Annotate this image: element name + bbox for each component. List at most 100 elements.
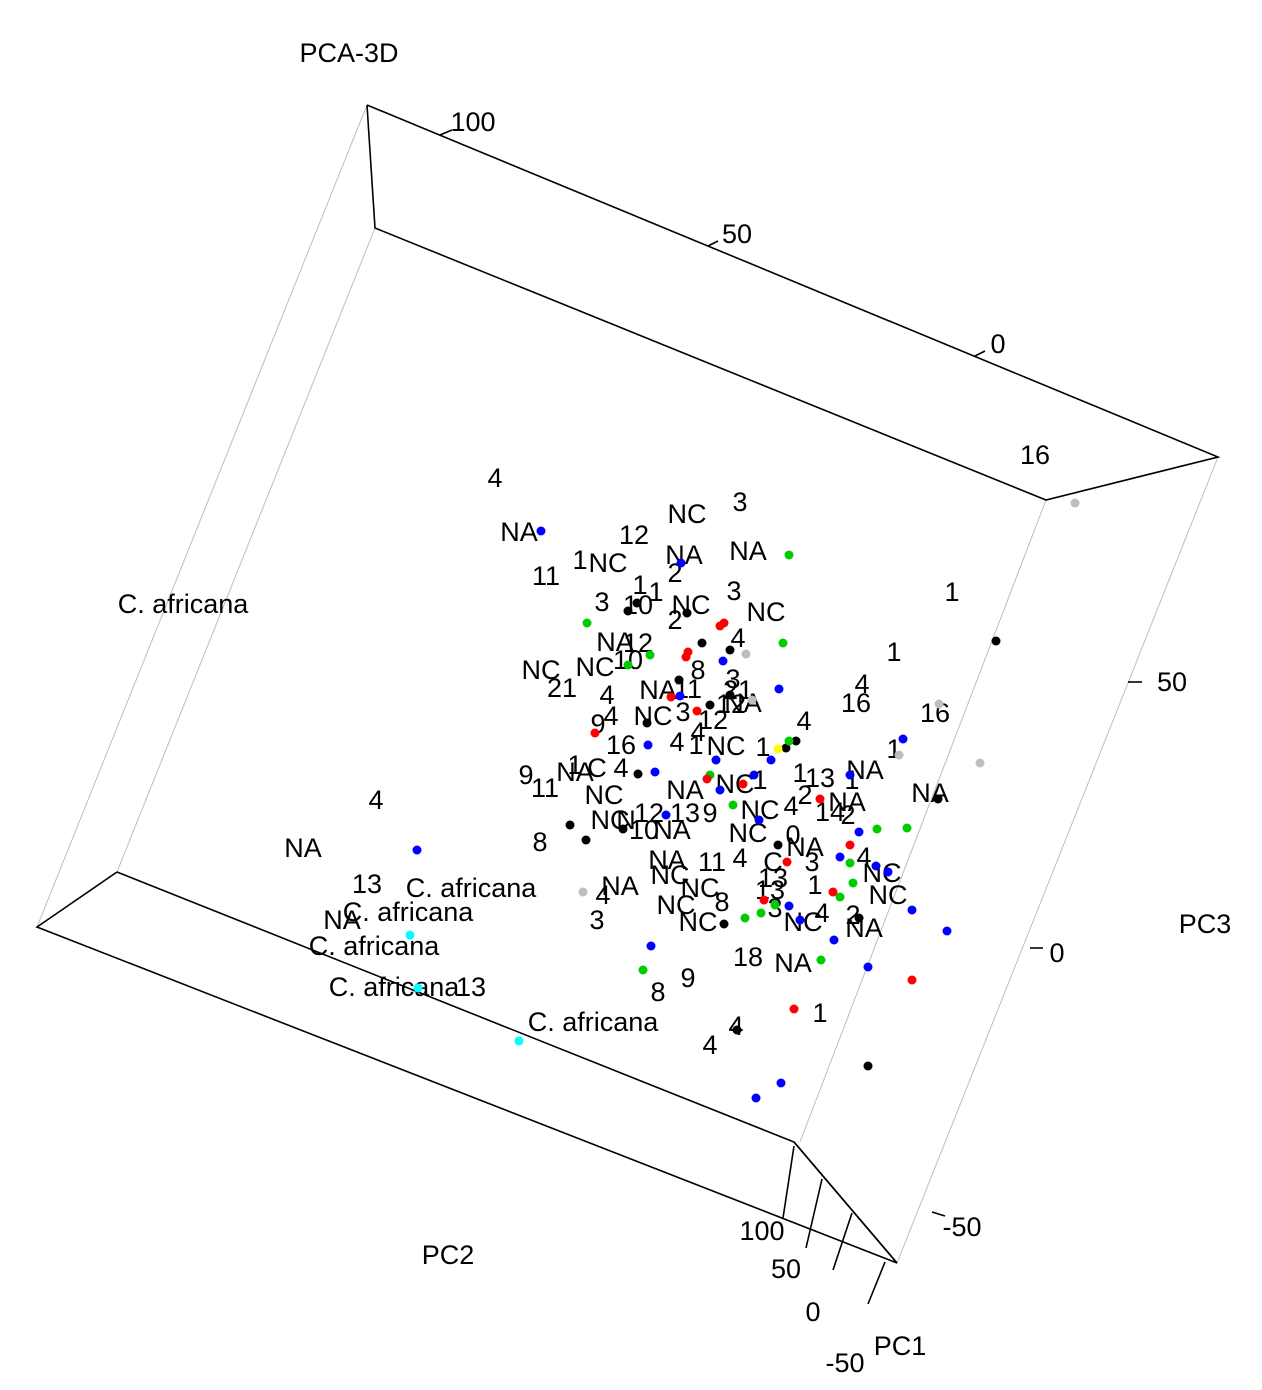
point-label: NA bbox=[500, 517, 538, 547]
point-label: 3 bbox=[732, 487, 747, 517]
point-label: 1 bbox=[812, 998, 827, 1028]
data-point-black bbox=[791, 736, 801, 746]
data-point-black bbox=[565, 820, 575, 830]
point-label: 16 bbox=[841, 688, 871, 718]
tick-label-pc3-neg50: -50 bbox=[942, 1212, 981, 1242]
point-label: NC bbox=[585, 780, 624, 810]
data-point-black bbox=[705, 700, 715, 710]
point-label: 13 bbox=[352, 869, 382, 899]
point-label: NC bbox=[668, 499, 707, 529]
data-point-black bbox=[781, 743, 791, 753]
data-point-blue bbox=[715, 785, 725, 795]
data-point-black bbox=[642, 718, 652, 728]
point-label: 1 bbox=[807, 870, 822, 900]
box-top-panel bbox=[366, 104, 1221, 501]
data-point-red bbox=[759, 895, 769, 905]
data-point-green bbox=[638, 965, 648, 975]
chart-title: PCA-3D bbox=[299, 38, 398, 68]
point-label: 21 bbox=[547, 673, 577, 703]
point-label: NC bbox=[863, 858, 902, 888]
point-label: 13 bbox=[758, 863, 788, 893]
data-point-gray bbox=[578, 887, 588, 897]
point-label: NC bbox=[651, 860, 690, 890]
data-point-green bbox=[778, 638, 788, 648]
point-label: NA bbox=[596, 627, 634, 657]
point-label: 12 bbox=[634, 798, 664, 828]
point-label: 4 bbox=[856, 842, 871, 872]
point-label: C. africana bbox=[329, 972, 461, 1002]
point-label: 11 bbox=[531, 773, 559, 803]
point-labels: 1643NC12NANANA1NC1121131310NCNCC. africa… bbox=[118, 440, 1050, 1060]
point-label: 16 bbox=[1020, 440, 1050, 470]
point-label: 8 bbox=[532, 827, 547, 857]
data-point-blue bbox=[835, 852, 845, 862]
point-label: NC bbox=[747, 597, 786, 627]
point-label: 13 bbox=[805, 763, 835, 793]
data-point-red bbox=[845, 840, 855, 850]
point-label: 0 bbox=[785, 820, 800, 850]
data-point-red bbox=[789, 1004, 799, 1014]
point-label: 1 bbox=[752, 765, 767, 795]
data-point-black bbox=[623, 606, 633, 616]
point-label: 11 bbox=[532, 561, 560, 591]
data-point-red bbox=[702, 774, 712, 784]
data-point-black bbox=[725, 690, 735, 700]
data-point-blue bbox=[536, 526, 546, 536]
data-point-blue bbox=[711, 755, 721, 765]
point-label: C bbox=[587, 753, 607, 783]
point-label: 4 bbox=[599, 680, 614, 710]
point-label: NA bbox=[653, 815, 691, 845]
data-point-blue bbox=[907, 905, 917, 915]
data-point-green bbox=[784, 550, 794, 560]
data-point-blue bbox=[676, 558, 686, 568]
data-point-gray bbox=[1070, 498, 1080, 508]
data-point-green bbox=[902, 823, 912, 833]
data-point-red bbox=[666, 692, 676, 702]
box-front-edges bbox=[35, 104, 1221, 1264]
data-point-gray bbox=[934, 699, 944, 709]
point-label: 4 bbox=[595, 880, 610, 910]
point-label: 1 bbox=[632, 570, 647, 600]
data-point-green bbox=[728, 800, 738, 810]
data-point-green bbox=[784, 736, 794, 746]
box-back-edge-right bbox=[799, 499, 1047, 1143]
point-label: C. africana bbox=[528, 1007, 660, 1037]
data-point-blue bbox=[942, 926, 952, 936]
data-point-black bbox=[991, 636, 1001, 646]
data-point-green bbox=[835, 892, 845, 902]
point-label: NC bbox=[522, 655, 561, 685]
point-label: C. africana bbox=[406, 873, 538, 903]
data-point-blue bbox=[661, 810, 671, 820]
data-point-green bbox=[756, 908, 766, 918]
data-point-green bbox=[740, 913, 750, 923]
point-label: NA bbox=[774, 948, 812, 978]
data-point-blue bbox=[863, 962, 873, 972]
point-label: 4 bbox=[487, 463, 502, 493]
point-label: 2 bbox=[840, 800, 855, 830]
tick-label-top-100: 100 bbox=[450, 107, 495, 137]
box-back-edge-left bbox=[116, 227, 376, 873]
data-point-blue bbox=[883, 867, 893, 877]
data-point-red bbox=[738, 779, 748, 789]
data-point-black bbox=[618, 824, 628, 834]
point-label: NA bbox=[729, 536, 767, 566]
point-label: NA bbox=[911, 778, 949, 808]
point-label: 2 bbox=[667, 605, 682, 635]
data-point-blue bbox=[749, 770, 759, 780]
point-label: 1 bbox=[944, 577, 959, 607]
point-label: 1 bbox=[567, 750, 582, 780]
tick-label-top-50: 50 bbox=[722, 219, 752, 249]
point-label: 1 bbox=[792, 758, 807, 788]
point-label: 2 bbox=[797, 780, 812, 810]
tick-label-pc2-0: 0 bbox=[805, 1297, 820, 1327]
data-point-green bbox=[816, 955, 826, 965]
point-label: 12 bbox=[619, 520, 649, 550]
point-label: 11 bbox=[698, 847, 726, 877]
point-label: C bbox=[763, 847, 783, 877]
point-label: NA bbox=[601, 871, 639, 901]
point-label: 4 bbox=[603, 701, 618, 731]
data-point-blue bbox=[751, 1093, 761, 1103]
data-point-green bbox=[645, 650, 655, 660]
tick-label-pc2-50: 50 bbox=[771, 1254, 801, 1284]
data-point-blue bbox=[829, 935, 839, 945]
